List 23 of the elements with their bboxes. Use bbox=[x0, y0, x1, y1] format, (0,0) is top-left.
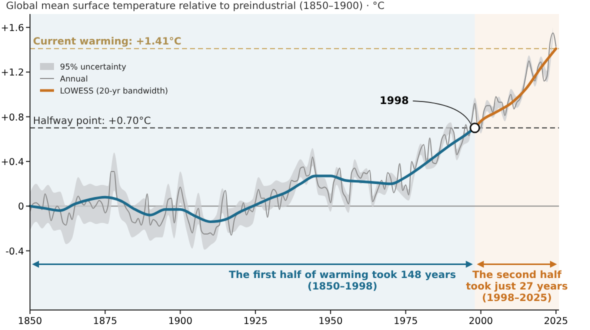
legend-label: 95% uncertainty bbox=[60, 62, 127, 72]
y-tick-label: 0 bbox=[18, 202, 24, 213]
y-tick-label: +1.6 bbox=[0, 22, 24, 34]
chart-title: Global mean surface temperature relative to preindustrial (1850–1900) · °C bbox=[6, 1, 384, 12]
x-tick-label: 1925 bbox=[243, 316, 268, 327]
band-label: The first half of warming took 148 years (1850–1998) bbox=[228, 270, 456, 293]
y-tick-label: -0.4 bbox=[5, 246, 24, 258]
y-tick-label: +1.2 bbox=[0, 68, 24, 79]
x-tick-label: 1900 bbox=[168, 316, 192, 327]
legend-label: LOWESS (20-yr bandwidth) bbox=[60, 86, 168, 96]
x-tick-label: 1975 bbox=[394, 316, 418, 327]
legend-label: Annual bbox=[60, 74, 88, 84]
x-tick-label: 1950 bbox=[318, 316, 343, 327]
y-tick-label: +0.4 bbox=[0, 156, 24, 168]
x-tick-label: 2000 bbox=[468, 316, 493, 327]
x-tick-label: 1875 bbox=[93, 316, 118, 327]
annotation: 1998 bbox=[380, 94, 409, 107]
y-tick-label: +0.8 bbox=[0, 112, 24, 124]
band-label: The second half took just 27 years (1998–2025) bbox=[466, 270, 568, 304]
x-tick-label: 2025 bbox=[544, 316, 568, 327]
ref-line-label: Current warming: +1.41°C bbox=[33, 36, 182, 48]
ref-line-label: Halfway point: +0.70°C bbox=[33, 116, 151, 127]
x-tick-label: 1850 bbox=[18, 316, 42, 327]
